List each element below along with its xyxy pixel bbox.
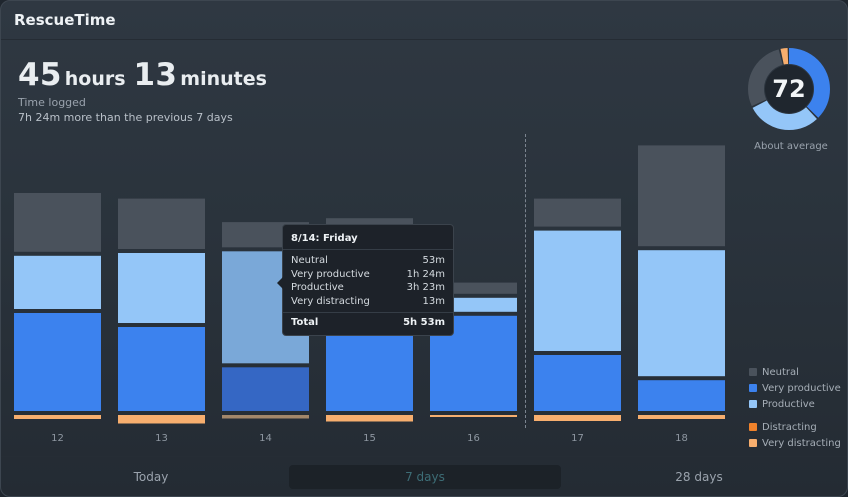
hours-unit: hours — [64, 68, 126, 90]
bar-segment-very-distracting[interactable] — [326, 415, 413, 422]
legend-label: Very productive — [762, 382, 841, 394]
legend-swatch — [749, 400, 757, 408]
minutes-unit: minutes — [180, 68, 267, 90]
tooltip-row-value: 53m — [422, 255, 445, 266]
tooltip-row-value: 13m — [422, 295, 445, 307]
tooltip-row: Very productive 1h 24m — [283, 268, 453, 282]
title-bar: RescueTime — [1, 1, 847, 40]
tab-today[interactable]: Today — [133, 470, 169, 484]
bar-segment-very-productive[interactable] — [118, 327, 205, 411]
legend-item-productive: Productive — [749, 396, 841, 412]
tab-28-days[interactable]: 28 days — [675, 470, 723, 484]
x-tick-label: 17 — [571, 433, 584, 444]
bar-segment-neutral[interactable] — [430, 282, 517, 294]
bar-segment-very-distracting[interactable] — [222, 415, 309, 419]
bar-segment-very-distracting[interactable] — [638, 415, 725, 419]
chart-legend: Neutral Very productive Productive Distr… — [749, 364, 841, 451]
productivity-score-donut[interactable] — [747, 47, 831, 131]
bar-segment-neutral[interactable] — [638, 145, 725, 247]
legend-swatch — [749, 384, 757, 392]
tooltip-row: Neutral 53m — [283, 254, 453, 268]
legend-item-very-productive: Very productive — [749, 380, 841, 396]
tab-7-days[interactable]: 7 days — [289, 465, 561, 489]
donut-segment-light-productive — [748, 48, 830, 130]
bar-segment-very-distracting[interactable] — [14, 415, 101, 419]
donut-segment-neutral — [748, 48, 830, 130]
app-title: RescueTime — [14, 11, 116, 29]
bar-segment-very-productive[interactable] — [534, 355, 621, 411]
bar-segment-very-productive[interactable] — [222, 367, 309, 411]
bar-segment-neutral[interactable] — [534, 198, 621, 227]
bar-segment-very-distracting[interactable] — [430, 415, 517, 417]
tooltip-row-label: Productive — [291, 282, 344, 293]
bar-segment-neutral[interactable] — [118, 198, 205, 249]
time-logged-label: Time logged — [18, 96, 86, 109]
tooltip-total-value: 5h 53m — [403, 317, 445, 328]
x-tick-label: 15 — [363, 433, 376, 444]
legend-label: Productive — [762, 398, 815, 410]
productivity-score-caption: About average — [754, 141, 828, 152]
bar-segment-very-distracting[interactable] — [118, 415, 205, 424]
bar-segment-productive[interactable] — [638, 250, 725, 377]
bar-segment-very-productive[interactable] — [326, 327, 413, 411]
bar-segment-very-productive[interactable] — [14, 313, 101, 411]
tooltip-row: Very distracting 13m — [283, 295, 453, 309]
bar-segment-productive[interactable] — [14, 255, 101, 309]
tooltip-row: Productive 3h 23m — [283, 281, 453, 295]
x-tick-label: 12 — [51, 433, 64, 444]
legend-label: Distracting — [762, 421, 817, 433]
comparison-text: 7h 24m more than the previous 7 days — [18, 111, 233, 124]
range-tabs: Today 7 days 28 days — [1, 456, 847, 496]
legend-swatch — [749, 423, 757, 431]
hours-value: 45 — [18, 57, 62, 93]
legend-item-very-distracting: Very distracting — [749, 435, 841, 451]
legend-item-distracting: Distracting — [749, 419, 841, 435]
x-tick-label: 16 — [467, 433, 480, 444]
legend-label: Very distracting — [762, 437, 841, 449]
tooltip-row-label: Neutral — [291, 255, 328, 266]
tooltip-title: 8/14: Friday — [283, 225, 453, 250]
bar-segment-very-distracting[interactable] — [534, 415, 621, 421]
time-summary: 45 hours 13 minutes Time logged 7h 24m more… — [18, 57, 275, 124]
x-tick-label: 18 — [675, 433, 688, 444]
tooltip-row-value: 1h 24m — [406, 268, 445, 280]
productivity-score-value: 72 — [772, 75, 806, 103]
tooltip-rows: Neutral 53m Very productive 1h 24m Product… — [283, 250, 453, 313]
bar-segment-productive[interactable] — [118, 253, 205, 323]
x-tick-label: 13 — [155, 433, 168, 444]
tooltip-row-label: Very distracting — [291, 295, 370, 307]
bar-segment-very-productive[interactable] — [638, 380, 725, 411]
tooltip-total-label: Total — [291, 317, 319, 328]
legend-swatch — [749, 439, 757, 447]
x-tick-label: 14 — [259, 433, 272, 444]
tooltip-total: Total 5h 53m — [283, 313, 453, 332]
legend-label: Neutral — [762, 366, 799, 378]
tooltip-row-value: 3h 23m — [406, 282, 445, 293]
tooltip-row-label: Very productive — [291, 268, 370, 280]
legend-swatch — [749, 368, 757, 376]
donut-segment-productive — [748, 48, 830, 130]
donut-center — [765, 65, 813, 113]
bar-segment-neutral[interactable] — [14, 193, 101, 252]
minutes-value: 13 — [133, 57, 178, 93]
legend-item-neutral: Neutral — [749, 364, 841, 380]
day-tooltip: 8/14: Friday Neutral 53m Very productive 1… — [277, 224, 454, 336]
week-divider — [525, 134, 526, 428]
bar-segment-productive[interactable] — [534, 230, 621, 351]
